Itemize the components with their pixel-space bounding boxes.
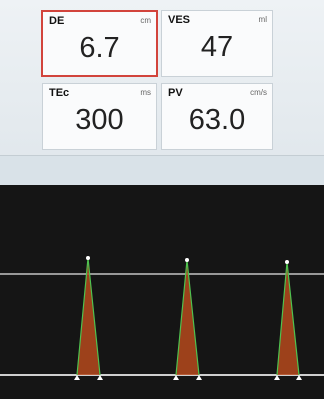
measurement-tile[interactable]: PV cm/s 63.0	[161, 83, 273, 150]
measurement-tile[interactable]: DE cm 6.7	[41, 10, 158, 77]
measurement-value: 6.7	[43, 32, 156, 65]
peak-marker	[285, 260, 289, 264]
measurement-label: TEc	[49, 87, 69, 99]
measurement-unit: ms	[140, 88, 151, 97]
measurement-unit: cm	[140, 16, 151, 25]
measurement-value: 300	[43, 104, 156, 137]
doppler-trace	[0, 185, 324, 399]
peak-marker	[185, 258, 189, 262]
measurement-label: VES	[168, 14, 190, 26]
peak-marker	[86, 256, 90, 260]
measurement-unit: cm/s	[250, 88, 267, 97]
measurement-tile[interactable]: TEc ms 300	[42, 83, 157, 150]
doppler-background	[0, 185, 324, 399]
measurement-unit: ml	[259, 15, 267, 24]
measurement-label: DE	[49, 15, 64, 27]
ultrasound-screen: DE cm 6.7 VES ml 47 TEc ms 300 PV cm/s 6…	[0, 0, 324, 399]
measurement-label: PV	[168, 87, 183, 99]
measurement-value: 63.0	[162, 104, 272, 137]
measurement-value: 47	[162, 31, 272, 64]
separator-strip	[0, 155, 324, 186]
measurement-tile[interactable]: VES ml 47	[161, 10, 273, 77]
